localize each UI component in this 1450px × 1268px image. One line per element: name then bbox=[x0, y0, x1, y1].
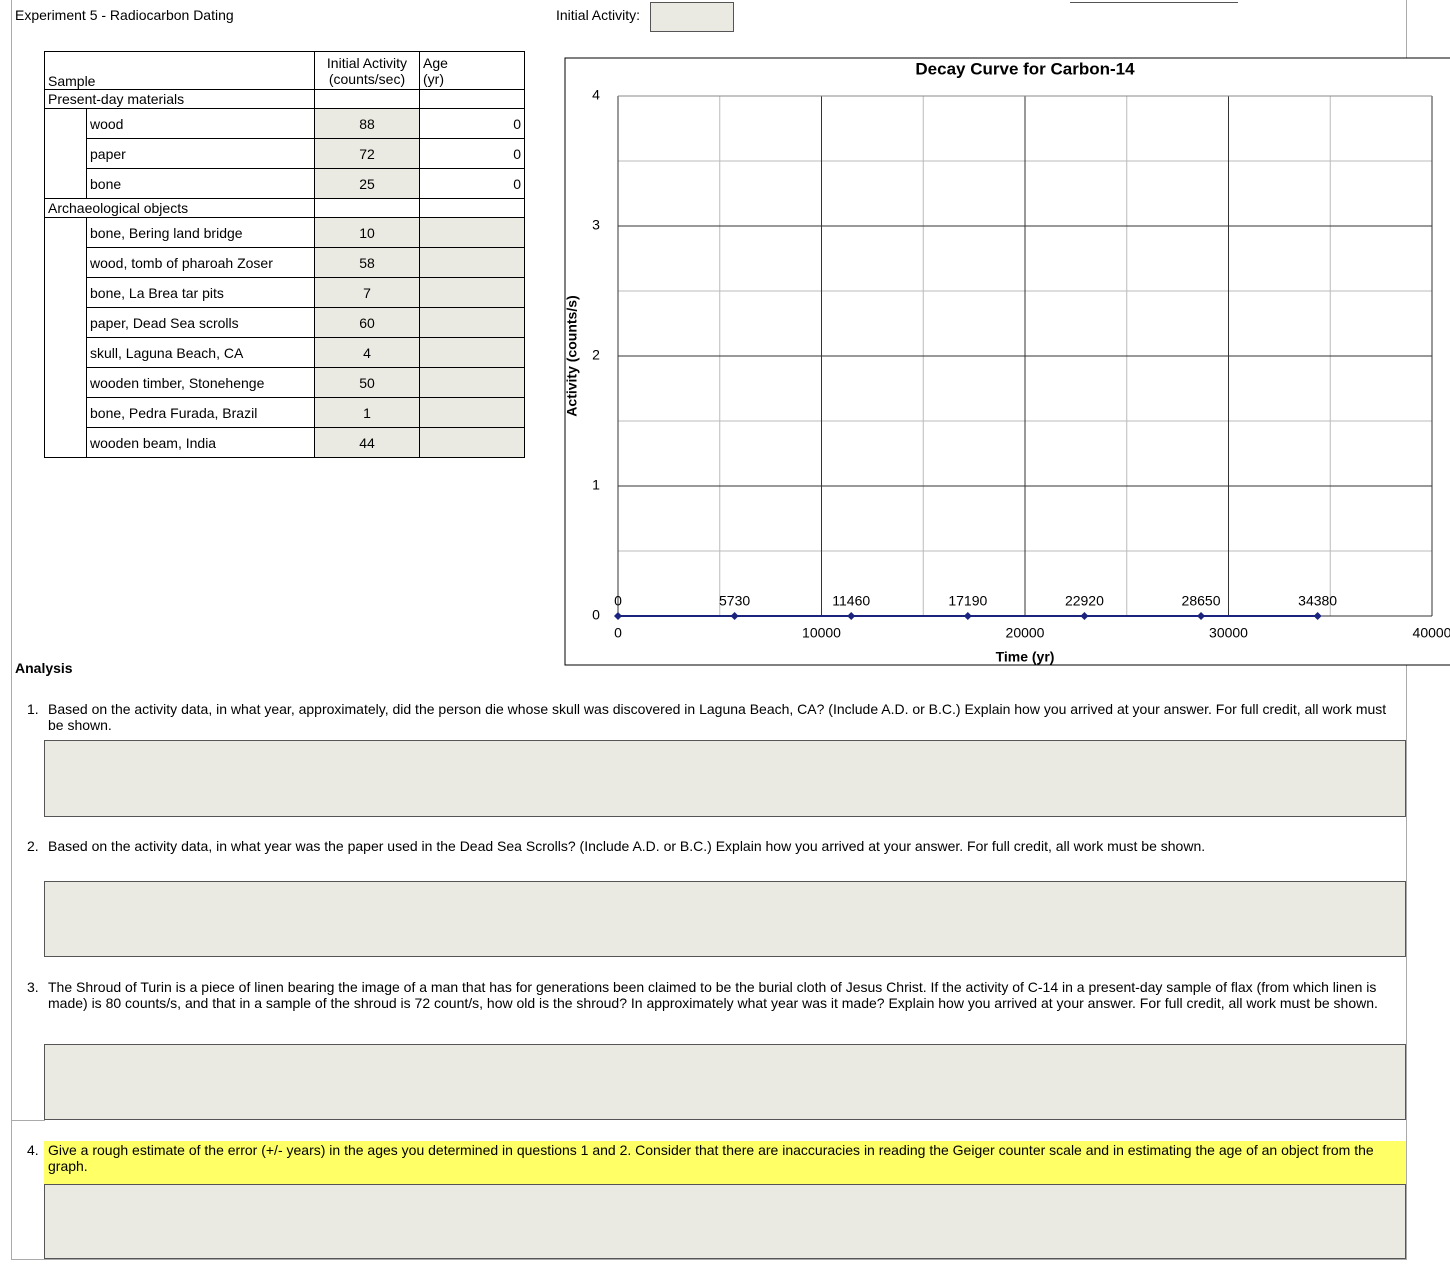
answer-box[interactable] bbox=[44, 740, 1406, 817]
sample-name: skull, Laguna Beach, CA bbox=[86, 337, 315, 368]
age-input[interactable] bbox=[419, 307, 525, 338]
y-tick-label: 3 bbox=[592, 217, 600, 233]
x-tick-label: 30000 bbox=[1209, 625, 1248, 641]
answer-box[interactable] bbox=[44, 1044, 1406, 1120]
initial-activity-input[interactable] bbox=[650, 2, 734, 32]
y-tick-label: 1 bbox=[592, 477, 600, 493]
data-label: 28650 bbox=[1182, 593, 1221, 609]
y-axis-label: Activity (counts/s) bbox=[564, 295, 580, 416]
sheet-title: Experiment 5 - Radiocarbon Dating bbox=[15, 7, 234, 23]
x-tick-label: 0 bbox=[614, 625, 622, 641]
data-label: 34380 bbox=[1298, 593, 1337, 609]
data-point bbox=[1080, 612, 1089, 620]
y-tick-label: 0 bbox=[592, 607, 600, 623]
data-point bbox=[847, 612, 856, 620]
activity: 50 bbox=[314, 367, 420, 398]
sheet-border bbox=[11, 1259, 1407, 1260]
activity: 10 bbox=[314, 217, 420, 248]
question-number: 4. bbox=[27, 1142, 39, 1158]
chart-title: Decay Curve for Carbon-14 bbox=[915, 59, 1135, 78]
cell-border bbox=[1070, 2, 1238, 3]
data-point bbox=[963, 612, 972, 620]
activity: 88 bbox=[314, 108, 420, 139]
data-point bbox=[730, 612, 739, 620]
sheet-border bbox=[11, 1120, 45, 1121]
question-number: 1. bbox=[27, 701, 39, 717]
question-text: Give a rough estimate of the error (+/- … bbox=[44, 1141, 1406, 1184]
question-text: Based on the activity data, in what year… bbox=[48, 838, 1206, 854]
question-number: 3. bbox=[27, 979, 39, 995]
data-label: 11460 bbox=[832, 593, 870, 609]
x-tick-label: 40000 bbox=[1413, 625, 1450, 641]
initial-activity-label: Initial Activity: bbox=[556, 7, 641, 23]
sample-name: bone, Pedra Furada, Brazil bbox=[86, 397, 315, 428]
sheet-border bbox=[11, 0, 12, 1260]
x-axis-label: Time (yr) bbox=[996, 649, 1055, 665]
x-tick-label: 10000 bbox=[802, 625, 841, 641]
x-tick-label: 20000 bbox=[1006, 625, 1045, 641]
chart: Decay Curve for Carbon-14 Time (yr) Acti… bbox=[564, 57, 1450, 666]
data-point bbox=[1197, 612, 1206, 620]
data-label: 22920 bbox=[1065, 593, 1104, 609]
analysis-title: Analysis bbox=[15, 660, 73, 676]
age-input[interactable] bbox=[419, 337, 525, 368]
data-point bbox=[614, 612, 622, 620]
activity: 58 bbox=[314, 247, 420, 278]
question-text: Based on the activity data, in what year… bbox=[48, 701, 1387, 733]
data-label: 17190 bbox=[948, 593, 987, 609]
data-label: 0 bbox=[614, 593, 622, 609]
data-label: 5730 bbox=[719, 593, 750, 609]
age-input[interactable] bbox=[419, 427, 525, 458]
activity: 25 bbox=[314, 168, 420, 199]
sample-name: paper, Dead Sea scrolls bbox=[86, 307, 315, 338]
y-tick-label: 4 bbox=[592, 87, 600, 103]
data-point bbox=[1313, 612, 1322, 620]
indent bbox=[44, 217, 87, 458]
age-input[interactable] bbox=[419, 397, 525, 428]
answer-box[interactable] bbox=[44, 1184, 1406, 1259]
age-input[interactable] bbox=[419, 217, 525, 248]
answer-box[interactable] bbox=[44, 881, 1406, 957]
y-tick-label: 2 bbox=[592, 347, 600, 363]
chart-frame bbox=[564, 57, 1450, 666]
question-number: 2. bbox=[27, 838, 39, 854]
question-text: The Shroud of Turin is a piece of linen … bbox=[48, 979, 1378, 1011]
age-input[interactable] bbox=[419, 247, 525, 278]
